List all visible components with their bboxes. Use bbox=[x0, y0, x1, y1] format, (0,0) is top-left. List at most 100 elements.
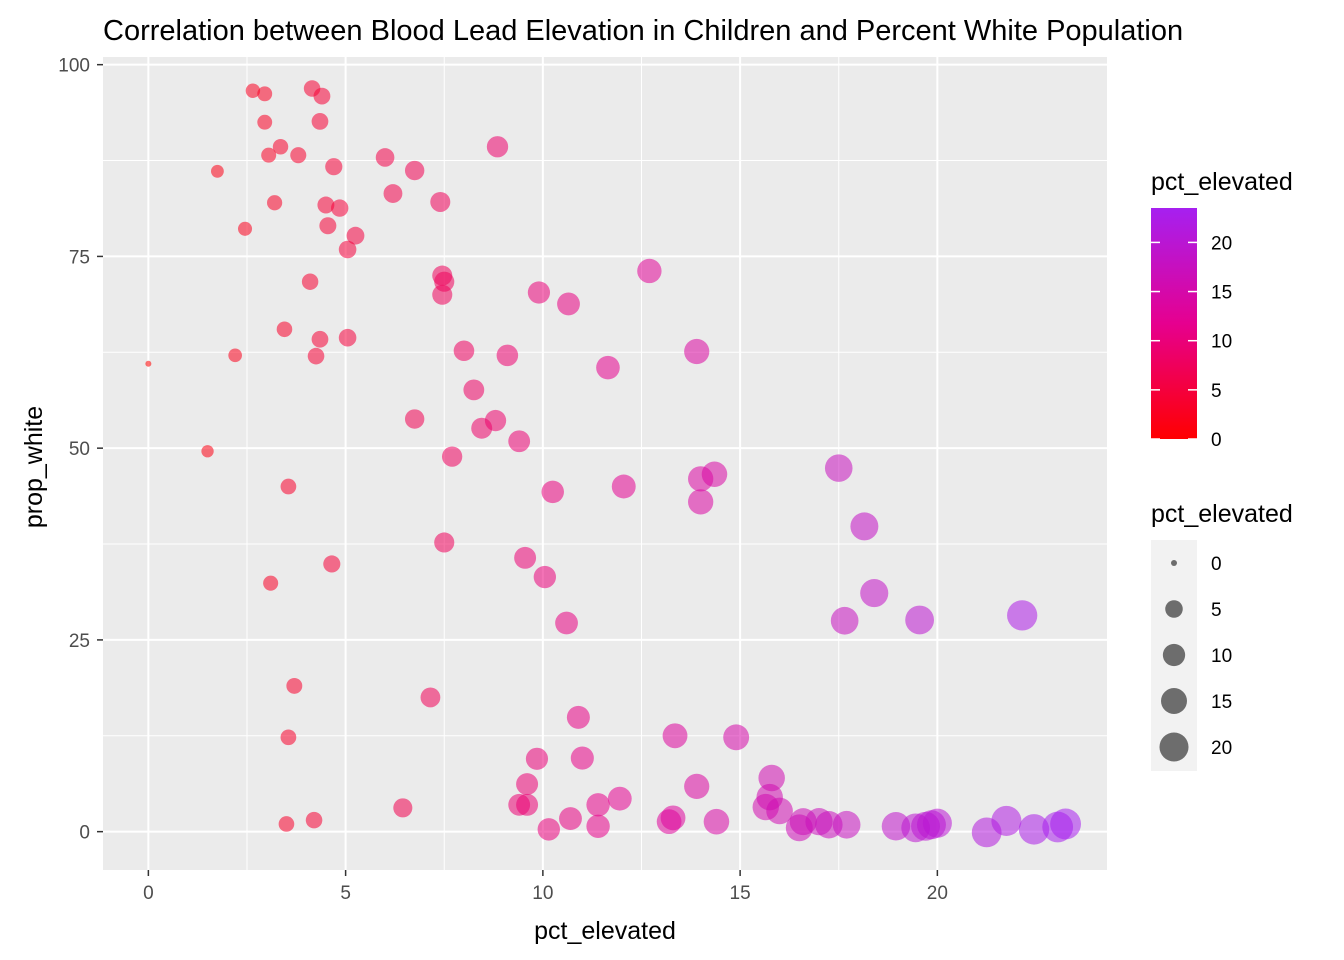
data-point bbox=[527, 281, 551, 304]
data-point bbox=[662, 723, 688, 749]
data-point bbox=[290, 147, 307, 164]
data-point bbox=[486, 136, 509, 158]
x-tick-label: 0 bbox=[143, 883, 154, 904]
data-point bbox=[404, 160, 425, 181]
data-point bbox=[317, 196, 335, 214]
data-point bbox=[280, 729, 297, 746]
size-legend-label: 0 bbox=[1211, 554, 1222, 575]
data-point bbox=[758, 764, 785, 792]
colorbar bbox=[1151, 208, 1197, 439]
size-legend-key bbox=[1165, 600, 1183, 618]
data-point bbox=[607, 786, 632, 811]
data-point bbox=[420, 687, 441, 708]
data-point bbox=[338, 240, 357, 259]
data-point bbox=[516, 773, 539, 796]
data-point bbox=[311, 113, 329, 130]
size-legend-title: pct_elevated bbox=[1151, 500, 1293, 528]
size-legend-label: 10 bbox=[1211, 646, 1232, 667]
data-point bbox=[383, 184, 403, 203]
data-point bbox=[430, 191, 451, 212]
size-legend-key bbox=[1159, 732, 1189, 762]
colorbar-label: 15 bbox=[1211, 283, 1232, 304]
data-point bbox=[533, 565, 557, 589]
data-point bbox=[684, 338, 710, 365]
data-point bbox=[331, 199, 349, 217]
x-tick-label: 15 bbox=[730, 883, 751, 904]
data-point bbox=[905, 605, 935, 635]
minor-gridlines bbox=[103, 57, 1107, 870]
x-tick-label: 10 bbox=[532, 883, 553, 904]
data-point bbox=[570, 746, 594, 770]
data-point bbox=[637, 258, 662, 284]
data-point bbox=[441, 446, 463, 467]
y-axis: 0 25 50 75 100 bbox=[58, 56, 103, 844]
data-point bbox=[325, 158, 343, 176]
y-tick-label: 50 bbox=[69, 439, 90, 460]
data-point bbox=[508, 430, 531, 453]
data-point bbox=[1007, 600, 1038, 631]
data-point bbox=[514, 546, 537, 569]
data-point bbox=[263, 575, 279, 591]
data-point bbox=[453, 340, 475, 362]
data-point bbox=[496, 344, 519, 367]
data-point bbox=[245, 83, 261, 98]
data-point bbox=[860, 579, 889, 608]
data-point bbox=[201, 445, 214, 458]
data-point bbox=[688, 489, 714, 515]
size-legend-key bbox=[1162, 643, 1186, 667]
data-point bbox=[305, 811, 323, 829]
data-point bbox=[266, 195, 283, 211]
size-legend-label: 5 bbox=[1211, 600, 1222, 621]
data-point bbox=[723, 724, 750, 751]
data-point bbox=[311, 330, 329, 348]
data-point bbox=[313, 87, 331, 105]
data-point bbox=[525, 747, 549, 770]
data-point bbox=[301, 273, 319, 290]
data-point bbox=[701, 461, 728, 488]
data-point bbox=[703, 808, 730, 835]
data-point bbox=[257, 86, 273, 102]
data-point bbox=[832, 810, 861, 839]
color-legend: pct_elevated 0 5 10 15 20 bbox=[1151, 168, 1293, 451]
data-point bbox=[145, 360, 152, 367]
data-points bbox=[145, 80, 1082, 848]
data-point bbox=[830, 606, 859, 635]
colorbar-label: 20 bbox=[1211, 233, 1232, 254]
size-legend: pct_elevated 0 5 10 15 20 bbox=[1151, 500, 1293, 771]
color-legend-title: pct_elevated bbox=[1151, 168, 1293, 196]
data-point bbox=[278, 816, 295, 832]
data-point bbox=[684, 773, 710, 800]
plot-panel bbox=[103, 57, 1107, 870]
data-point bbox=[850, 512, 879, 541]
data-point bbox=[824, 454, 853, 482]
data-point bbox=[463, 379, 485, 401]
size-legend-label: 15 bbox=[1211, 692, 1232, 713]
data-point bbox=[991, 805, 1022, 836]
y-tick-label: 75 bbox=[69, 247, 90, 268]
size-legend-keys: 0 5 10 15 20 bbox=[1159, 554, 1232, 762]
data-point bbox=[319, 217, 337, 235]
data-point bbox=[1018, 814, 1050, 845]
x-tick-label: 20 bbox=[927, 883, 948, 904]
data-point bbox=[375, 148, 395, 167]
data-point bbox=[922, 808, 952, 838]
data-point bbox=[346, 226, 365, 245]
y-axis-title: prop_white bbox=[20, 406, 48, 528]
data-point bbox=[586, 793, 610, 817]
data-point bbox=[276, 321, 293, 338]
data-point bbox=[261, 147, 277, 163]
data-point bbox=[537, 818, 560, 841]
data-point bbox=[557, 292, 580, 316]
data-point bbox=[516, 793, 539, 816]
data-point bbox=[555, 611, 578, 635]
data-point bbox=[559, 807, 582, 831]
size-legend-key bbox=[1171, 560, 1177, 566]
x-axis: 0 5 10 15 20 bbox=[143, 870, 948, 904]
colorbar-ticks: 0 5 10 15 20 bbox=[1151, 233, 1232, 451]
data-point bbox=[323, 555, 341, 573]
data-point bbox=[660, 805, 686, 831]
data-point bbox=[766, 797, 793, 825]
colorbar-label: 10 bbox=[1211, 332, 1232, 353]
data-point bbox=[338, 328, 357, 347]
